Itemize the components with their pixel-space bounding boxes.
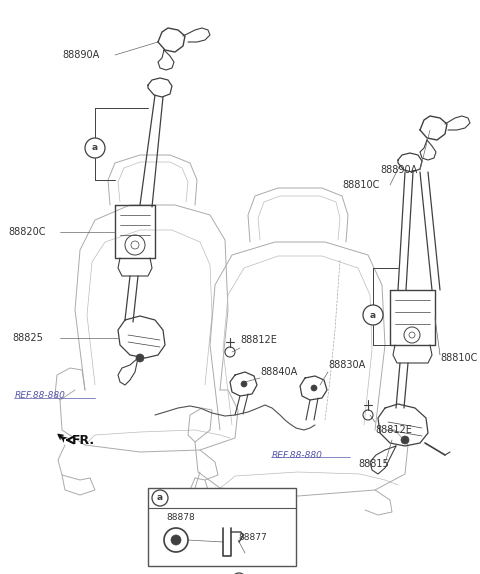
Text: 88830A: 88830A xyxy=(328,360,365,370)
Circle shape xyxy=(241,381,247,387)
Bar xyxy=(148,488,296,566)
Text: FR.: FR. xyxy=(72,433,95,447)
Text: a: a xyxy=(157,494,163,502)
Circle shape xyxy=(401,436,409,444)
Circle shape xyxy=(363,305,383,325)
Text: REF.88-880: REF.88-880 xyxy=(15,391,66,401)
Text: 88890A: 88890A xyxy=(62,50,99,60)
Text: 88877: 88877 xyxy=(238,533,267,542)
Text: 88890A: 88890A xyxy=(380,165,417,175)
Text: a: a xyxy=(92,144,98,153)
Text: 88815: 88815 xyxy=(358,459,389,469)
Text: 88810C: 88810C xyxy=(440,353,478,363)
Text: a: a xyxy=(370,311,376,320)
Text: 88810C: 88810C xyxy=(342,180,379,190)
Circle shape xyxy=(171,535,181,545)
Text: 88825: 88825 xyxy=(12,333,43,343)
Circle shape xyxy=(136,354,144,362)
Circle shape xyxy=(164,528,188,552)
Circle shape xyxy=(311,385,317,391)
Circle shape xyxy=(85,138,105,158)
Text: 88878: 88878 xyxy=(166,514,195,522)
Text: REF.88-880: REF.88-880 xyxy=(272,451,323,460)
Text: 88840A: 88840A xyxy=(260,367,297,377)
Text: 88820C: 88820C xyxy=(8,227,46,237)
Text: 88812E: 88812E xyxy=(375,425,412,435)
Text: 88812E: 88812E xyxy=(240,335,277,345)
Circle shape xyxy=(152,490,168,506)
